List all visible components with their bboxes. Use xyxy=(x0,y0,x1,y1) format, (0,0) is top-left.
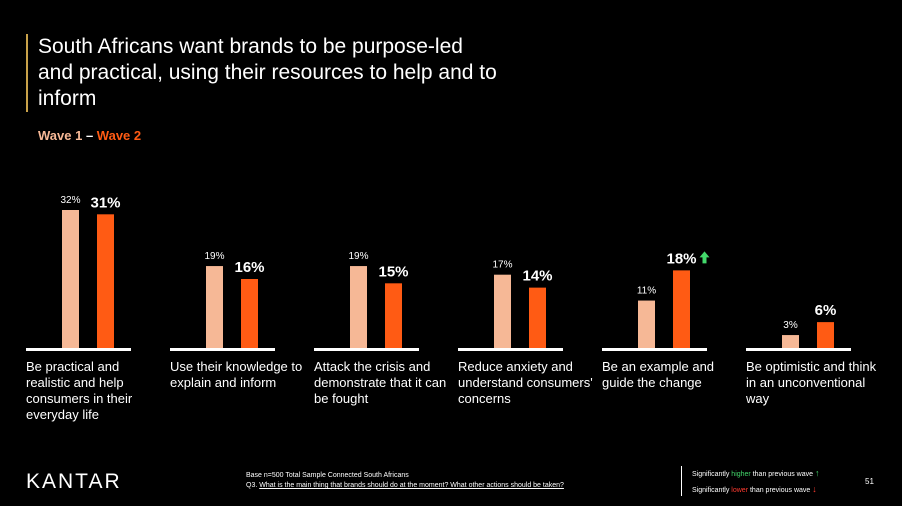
data-label-wave2: 14% xyxy=(522,268,552,285)
page-number: 51 xyxy=(865,477,874,486)
sig-higher-row: Significantly higher than previous wave … xyxy=(692,466,841,482)
bar-wave2 xyxy=(241,279,258,348)
data-label-wave1: 3% xyxy=(783,320,798,331)
base-line: Base n=500 Total Sample Connected South … xyxy=(246,472,409,479)
bar-wave1 xyxy=(350,266,367,348)
bar-wave2 xyxy=(817,322,834,348)
sig-higher-post: than previous wave xyxy=(750,471,814,478)
sig-lower-pre: Significantly xyxy=(692,487,732,494)
legend: Wave 1 – Wave 2 xyxy=(38,128,141,143)
sig-lower-row: Significantly lower than previous wave ↓ xyxy=(692,482,841,498)
bar-wave1 xyxy=(494,274,511,348)
category-label: Be optimistic and think in an unconventi… xyxy=(746,359,877,406)
legend-separator: – xyxy=(82,128,97,143)
sig-lower-post: than previous wave xyxy=(748,487,811,494)
baseline-line xyxy=(602,348,707,351)
baseline-line xyxy=(314,348,419,351)
bar-wave2 xyxy=(97,214,114,348)
data-label-wave1: 19% xyxy=(204,251,224,262)
bar-wave1 xyxy=(62,210,79,348)
legend-wave2: Wave 2 xyxy=(96,128,142,143)
data-label-wave2: 16% xyxy=(234,259,264,276)
data-label-wave2: 31% xyxy=(90,194,120,211)
significance-key: Significantly higher than previous wave … xyxy=(681,466,841,496)
data-label-wave1: 11% xyxy=(637,286,656,297)
category-label: Be practical and realistic and help cons… xyxy=(26,359,133,422)
bar-wave2 xyxy=(385,283,402,348)
data-label-wave2: 15% xyxy=(378,263,408,280)
page-title: South Africans want brands to be purpose… xyxy=(38,35,497,110)
bar-wave1 xyxy=(782,335,799,348)
data-label-wave1: 17% xyxy=(492,260,512,271)
question-line: Q3. What is the main thing that brands s… xyxy=(246,481,564,491)
category-label: Use their knowledge to explain and infor… xyxy=(170,359,303,390)
question-prefix: Q3. xyxy=(246,482,260,489)
category-label: Reduce anxiety and understand consumers'… xyxy=(458,359,593,406)
data-label-wave2: 6% xyxy=(815,302,837,319)
base-note: Base n=500 Total Sample Connected South … xyxy=(246,471,564,491)
bar-chart: 32% 31% 19% 16% 19% 15% 17% 14% 11% 18% 3% 6% xyxy=(26,194,851,351)
baseline-line xyxy=(170,348,275,351)
data-label-wave1: 19% xyxy=(348,251,368,262)
bar-wave1 xyxy=(638,300,655,348)
arrow-down-icon: ↓ xyxy=(812,484,817,494)
bar-wave2 xyxy=(673,270,690,348)
title-accent-bar xyxy=(26,34,28,112)
question-text: What is the main thing that brands shoul… xyxy=(259,482,564,489)
sig-higher-pre: Significantly xyxy=(692,471,732,478)
data-label-wave2: 18% xyxy=(666,250,696,267)
kantar-logo: KANTAR xyxy=(26,470,122,493)
sig-higher-word: higher xyxy=(731,471,751,478)
baseline-line xyxy=(458,348,563,351)
baseline-line xyxy=(26,348,131,351)
bar-wave2 xyxy=(529,287,546,348)
baseline-line xyxy=(746,348,851,351)
bar-wave1 xyxy=(206,266,223,348)
data-label-wave1: 32% xyxy=(60,195,80,206)
arrow-up-icon: ↑ xyxy=(814,468,820,478)
category-label: Attack the crisis and demonstrate that i… xyxy=(314,359,447,406)
sig-lower-word: lower xyxy=(731,487,749,494)
category-label: Be an example and guide the change xyxy=(602,359,715,390)
sig-up-arrow-icon xyxy=(699,251,710,264)
legend-wave1: Wave 1 xyxy=(38,128,83,143)
